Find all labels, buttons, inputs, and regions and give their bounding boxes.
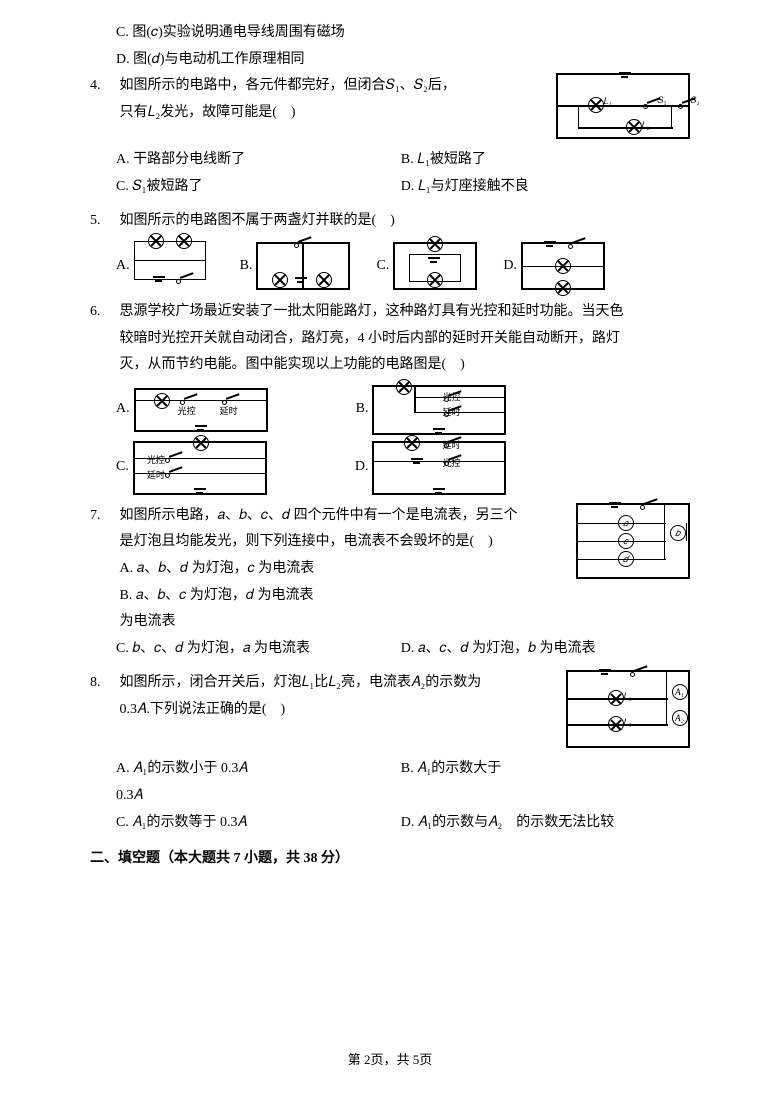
- q6-A-label: A.: [116, 396, 130, 423]
- q5-D-label: D.: [503, 253, 517, 280]
- q4-stem1: 如图所示的电路中，各元件都完好，但闭合𝑆₁、𝑆₂后，: [120, 78, 456, 93]
- q6-diagA: 光控 延时: [134, 388, 268, 432]
- q6-diagC: 光控 延时: [133, 441, 267, 495]
- q4-optA: A. 干路部分电线断了: [116, 147, 397, 174]
- q3-tail: C. 图(𝑐)实验说明通电导线周围有磁场 D. 图(𝑑)与电动机工作原理相同: [90, 20, 690, 73]
- q7-optD: D. 𝑎、𝑐、𝑑 为灯泡，𝑏 为电流表: [401, 636, 682, 663]
- q4-optB: B. 𝐿₁被短路了: [401, 147, 682, 174]
- q7-optA: A. 𝑎、𝑏、𝑑 为灯泡，𝑐 为电流表: [120, 556, 399, 583]
- q5-stem: 如图所示的电路图不属于两盏灯并联的是( ): [120, 208, 690, 235]
- q6-num: 6.: [90, 299, 116, 326]
- q8-stem1: 如图所示，闭合开关后，灯泡𝐿₁比𝐿₂亮，电流表𝐴₂的示数为: [120, 675, 482, 690]
- q7-stem2: 是灯泡且均能发光，则下列连接中，电流表不会毁坏的是( ): [120, 534, 493, 549]
- q5-diagB: [256, 242, 350, 290]
- q4-num: 4.: [90, 73, 116, 100]
- q7-optB: B. 𝑎、𝑏、𝑐 为灯泡，𝑑 为电流表: [120, 583, 348, 610]
- q7-optB2: 为电流表: [120, 614, 176, 629]
- q5-B-label: B.: [240, 253, 253, 280]
- q8-optC: C. 𝐴₁的示数等于 0.3𝐴: [116, 810, 397, 837]
- q6-diagD: 延时 光控: [372, 441, 506, 495]
- q4-diagram: 𝐿₁ 𝑆₁ 𝑆₂ 𝐿₂: [556, 73, 690, 139]
- q8-optD: D. 𝐴₁的示数与𝐴₂ 的示数无法比较: [401, 810, 682, 837]
- q8-optB: B. 𝐴₁的示数大于: [401, 756, 682, 783]
- q4-stem2: 只有𝐿₂发光，故障可能是( ): [120, 105, 296, 120]
- q5-diagA: [134, 241, 214, 291]
- page-footer: 第 2页，共 5页: [0, 1048, 780, 1073]
- q8-optA: A. 𝐴₁的示数小于 0.3𝐴: [116, 756, 397, 783]
- q6-diagB: 光控 延时: [372, 385, 506, 435]
- q8-optB2: 0.3𝐴: [116, 783, 690, 810]
- q8-stem2: 0.3𝐴.下列说法正确的是( ): [120, 702, 286, 717]
- q7-num: 7.: [90, 503, 116, 530]
- q6-D-label: D.: [355, 454, 369, 481]
- q4-optD: D. 𝐿₁与灯座接触不良: [401, 174, 682, 201]
- q8-diagram: 𝐿₂ A₁ 𝐿₁ A₂: [566, 670, 690, 748]
- q5-diagD: [521, 242, 605, 290]
- section2-title: 二、填空题（本大题共 7 小题，共 38 分）: [90, 846, 690, 873]
- q5-C-label: C.: [376, 253, 389, 280]
- q5-diagC: [393, 242, 477, 290]
- q6-C-label: C.: [116, 454, 129, 481]
- q6-stem3: 灭，从而节约电能。图中能实现以上功能的电路图是( ): [120, 357, 465, 372]
- q8-num: 8.: [90, 670, 116, 697]
- q6-stem2: 较暗时光控开关就自动闭合，路灯亮，4 小时后内部的延时开关能自动断开，路灯: [120, 331, 621, 346]
- q4-optC: C. 𝑆₁被短路了: [116, 174, 397, 201]
- q6-B-label: B.: [356, 396, 369, 423]
- q5-options: A. B. C. D.: [90, 241, 690, 291]
- q5-A-label: A.: [116, 253, 130, 280]
- q6-stem1: 思源学校广场最近安装了一批太阳能路灯，这种路灯具有光控和延时功能。当天色: [120, 304, 624, 319]
- q5-num: 5.: [90, 208, 116, 235]
- q7-diagram: 𝑎 𝑐 𝑑 𝑏: [576, 503, 690, 579]
- q3-optD: D. 图(𝑑)与电动机工作原理相同: [116, 47, 690, 74]
- q3-optC: C. 图(𝑐)实验说明通电导线周围有磁场: [116, 20, 690, 47]
- q7-stem1: 如图所示电路，𝑎、𝑏、𝑐、𝑑 四个元件中有一个是电流表，另三个: [120, 508, 518, 523]
- q7-optC: C. 𝑏、𝑐、𝑑 为灯泡，𝑎 为电流表: [116, 636, 397, 663]
